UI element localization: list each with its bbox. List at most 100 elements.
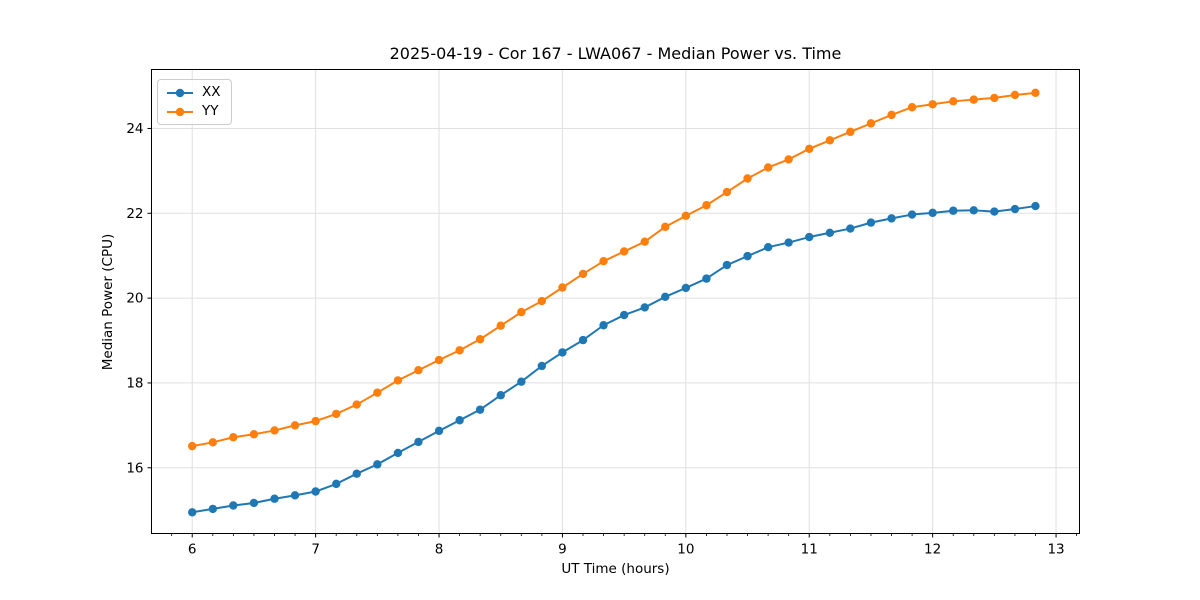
xx-series-line <box>192 205 1036 514</box>
xx-data-point <box>229 501 238 510</box>
legend-label-xx: XX <box>202 84 221 100</box>
x-tick-label: 6 <box>188 542 197 558</box>
yy-data-point <box>743 174 752 183</box>
xx-data-point <box>537 361 547 371</box>
yy-data-point <box>537 296 547 306</box>
xx-data-point <box>846 224 855 233</box>
yy-data-point <box>599 257 608 266</box>
xx-data-point <box>270 494 279 503</box>
xx-data-point <box>640 303 649 312</box>
xx-data-point <box>434 426 444 436</box>
yy-data-point <box>1031 88 1040 98</box>
xx-data-point <box>702 274 711 283</box>
yy-data-point <box>784 155 793 164</box>
xx-data-point <box>1031 201 1040 211</box>
yy-data-point <box>619 247 629 256</box>
xx-data-point <box>414 437 423 447</box>
xx-data-point <box>805 232 814 242</box>
yy-data-point <box>825 136 835 145</box>
yy-data-point <box>373 388 382 397</box>
xx-data-point <box>578 335 588 345</box>
xx-data-point <box>825 228 835 237</box>
xx-data-point <box>352 469 361 478</box>
xx-data-point <box>722 260 732 270</box>
xx-data-point <box>208 504 218 514</box>
yy-data-point <box>722 187 732 197</box>
y-axis-label: Median Power (CPU) <box>100 233 116 371</box>
yy-data-point <box>270 426 279 435</box>
xx-data-point <box>475 405 485 414</box>
yy-data-point <box>763 163 773 172</box>
xx-data-point <box>990 207 999 216</box>
x-tick-label: 9 <box>558 542 567 558</box>
yy-data-point <box>208 438 218 447</box>
yy-series-line <box>192 91 1036 448</box>
yy-data-point <box>949 97 958 106</box>
yy-data-point <box>455 346 464 355</box>
yy-data-point <box>393 376 403 385</box>
yy-data-point <box>475 335 485 344</box>
xx-data-point <box>681 283 691 293</box>
yy-data-point <box>434 355 444 365</box>
x-tick-label: 10 <box>677 542 694 558</box>
legend: XX YY <box>157 79 232 125</box>
xx-data-point <box>743 251 752 261</box>
xx-data-point <box>373 460 382 469</box>
xx-data-point <box>332 479 341 489</box>
y-tick-label: 16 <box>126 460 143 476</box>
xx-data-point <box>928 208 937 218</box>
legend-item-yy: YY <box>165 103 221 120</box>
legend-item-xx: XX <box>165 84 221 101</box>
yy-data-point <box>229 433 238 442</box>
yy-line-marker-icon <box>167 107 193 116</box>
yy-data-point <box>311 416 320 426</box>
xx-data-point <box>188 508 197 517</box>
yy-data-point <box>1010 90 1020 100</box>
x-tick-label: 11 <box>801 542 818 558</box>
xx-data-point <box>496 391 505 400</box>
yy-data-point <box>640 237 649 246</box>
chart-title: 2025-04-19 - Cor 167 - LWA067 - Median P… <box>389 44 842 63</box>
yy-data-point <box>990 93 999 103</box>
x-tick-label: 8 <box>435 542 444 558</box>
yy-data-point <box>290 421 300 430</box>
yy-data-point <box>332 409 341 419</box>
xx-data-point <box>517 377 526 386</box>
xx-data-point <box>763 243 773 252</box>
xx-data-point <box>249 498 259 508</box>
x-axis-label: UT Time (hours) <box>561 561 670 577</box>
yy-data-point <box>188 441 197 451</box>
axes-frame <box>151 69 1080 534</box>
yy-data-point <box>558 283 567 292</box>
legend-label-yy: YY <box>202 103 219 119</box>
yy-data-point <box>496 321 505 330</box>
yy-data-point <box>805 144 814 154</box>
y-tick-label: 22 <box>126 206 143 222</box>
xx-data-point <box>393 448 403 458</box>
yy-data-point <box>414 366 423 375</box>
xx-line-marker-icon <box>167 88 193 97</box>
yy-data-point <box>969 95 978 104</box>
xx-data-point <box>661 292 670 302</box>
yy-data-point <box>887 110 896 120</box>
yy-data-point <box>681 211 691 221</box>
yy-data-point <box>907 103 917 112</box>
y-tick-label: 24 <box>126 121 143 137</box>
yy-data-point <box>352 400 361 409</box>
xx-data-point <box>1010 204 1020 214</box>
xx-data-point <box>949 206 958 215</box>
y-tick-label: 20 <box>126 291 143 307</box>
x-tick-label: 7 <box>311 542 320 558</box>
xx-data-point <box>969 206 978 215</box>
xx-data-point <box>866 218 876 227</box>
xx-data-point <box>907 210 917 219</box>
yy-data-point <box>661 222 670 232</box>
xx-data-point <box>619 310 629 320</box>
yy-data-point <box>517 307 526 317</box>
x-tick-label: 12 <box>924 542 941 558</box>
yy-data-point <box>928 100 937 109</box>
y-tick-label: 18 <box>126 375 143 391</box>
x-tick-label: 13 <box>1047 542 1064 558</box>
